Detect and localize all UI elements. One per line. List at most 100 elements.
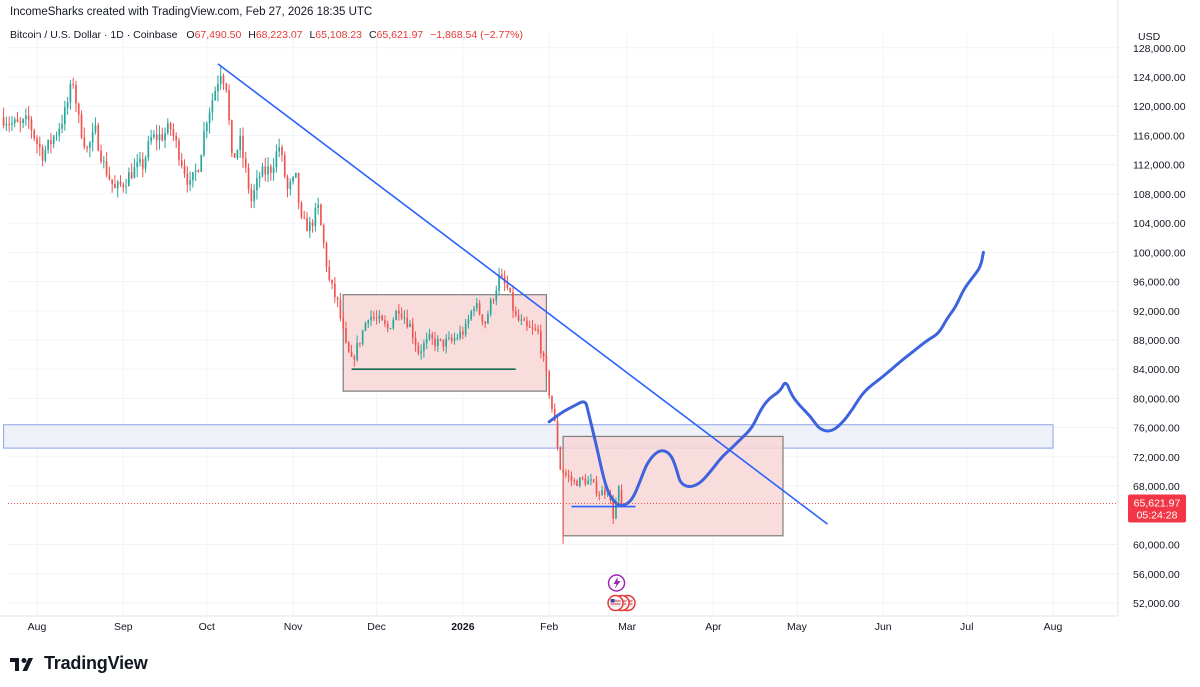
candle	[423, 339, 425, 358]
candle	[578, 477, 581, 488]
close-label: C	[368, 29, 377, 41]
candle-body	[464, 323, 467, 335]
symbol-name[interactable]: Bitcoin / U.S. Dollar · 1D · Coinbase	[10, 29, 178, 41]
candle	[509, 287, 512, 293]
candle	[52, 134, 55, 149]
price-tick-label: 72,000.00	[1133, 452, 1180, 464]
candle-body	[450, 337, 453, 341]
candle	[350, 344, 353, 357]
candle-body	[428, 334, 431, 339]
candle-body	[528, 326, 531, 328]
candle	[75, 80, 77, 113]
candle-body	[125, 186, 127, 188]
candle	[194, 163, 197, 181]
candle	[231, 119, 233, 158]
candle-body	[484, 321, 486, 324]
flag-canton	[610, 599, 615, 603]
candle-body	[328, 266, 331, 280]
candle	[331, 279, 333, 290]
candle-body	[604, 490, 606, 495]
candle-body	[111, 179, 113, 185]
candle-body	[537, 329, 539, 332]
candle	[130, 163, 133, 180]
candle-body	[289, 181, 292, 189]
candle-body	[172, 129, 175, 137]
candle	[141, 152, 144, 178]
price-tick-label: 128,000.00	[1133, 43, 1186, 55]
candle-body	[192, 172, 194, 181]
candle-body	[69, 84, 72, 103]
candle	[169, 121, 172, 136]
candle	[448, 331, 450, 341]
candle	[434, 331, 436, 352]
time-axis[interactable]: Aug Sep Oct Nov Dec 2026 Feb Mar Apr May Jun Jul Aug	[0, 615, 1118, 633]
candle	[197, 169, 200, 173]
time-tick-label: Aug	[1044, 621, 1063, 633]
candle	[556, 417, 559, 451]
candle	[30, 116, 33, 139]
candle	[531, 319, 534, 335]
candle-body	[264, 166, 267, 175]
candle	[570, 471, 573, 487]
candle-body	[139, 159, 141, 163]
candle-body	[361, 330, 364, 344]
candle-body	[545, 356, 548, 372]
candle-body	[559, 447, 562, 470]
candle	[50, 133, 52, 154]
candle	[219, 65, 222, 90]
candle	[292, 176, 294, 185]
candle	[467, 314, 470, 329]
candle	[77, 102, 80, 124]
candle-body	[208, 112, 211, 124]
candle-body	[612, 500, 615, 519]
candle	[364, 321, 367, 332]
candle-body	[239, 135, 242, 151]
candle	[320, 203, 322, 226]
candle-body	[303, 217, 306, 219]
candle-body	[22, 119, 24, 123]
price-tick-label: 92,000.00	[1133, 306, 1180, 318]
candle	[339, 292, 342, 322]
candle-body	[584, 478, 587, 485]
candle	[303, 210, 306, 220]
candle	[139, 151, 141, 167]
candle-body	[311, 222, 314, 227]
candle-body	[64, 107, 66, 125]
candle	[595, 475, 598, 497]
candle	[325, 241, 328, 273]
candle-body	[83, 137, 86, 148]
candle	[392, 317, 395, 330]
candle	[537, 325, 539, 335]
candle-body	[13, 119, 16, 124]
candle	[261, 162, 264, 178]
candle-body	[55, 135, 58, 137]
candle	[13, 116, 16, 127]
candle-body	[66, 102, 69, 108]
candle	[528, 320, 531, 328]
candle-body	[158, 134, 161, 141]
candle-body	[359, 342, 361, 344]
time-tick-label: Mar	[618, 621, 637, 633]
tradingview-logo[interactable]: TradingView	[10, 653, 148, 674]
candle	[409, 320, 411, 328]
candle	[200, 154, 203, 173]
candle	[147, 135, 150, 162]
candle	[27, 106, 30, 129]
candle	[178, 137, 180, 166]
price-axis[interactable]: 128,000.00 124,000.00 120,000.00 116,000.00…	[1117, 0, 1186, 616]
candle-body	[498, 274, 500, 291]
candle	[567, 469, 570, 483]
time-tick-label: Aug	[28, 621, 47, 633]
candle-body	[406, 317, 409, 328]
candle-body	[281, 147, 283, 156]
candle	[501, 268, 503, 278]
candle-body	[286, 176, 289, 189]
candle-body	[517, 315, 520, 321]
candle	[484, 320, 486, 329]
candle	[175, 132, 178, 148]
candle	[347, 341, 350, 353]
price-tick-label: 124,000.00	[1133, 72, 1186, 84]
candle-body	[462, 331, 464, 335]
candle-body	[581, 477, 584, 479]
